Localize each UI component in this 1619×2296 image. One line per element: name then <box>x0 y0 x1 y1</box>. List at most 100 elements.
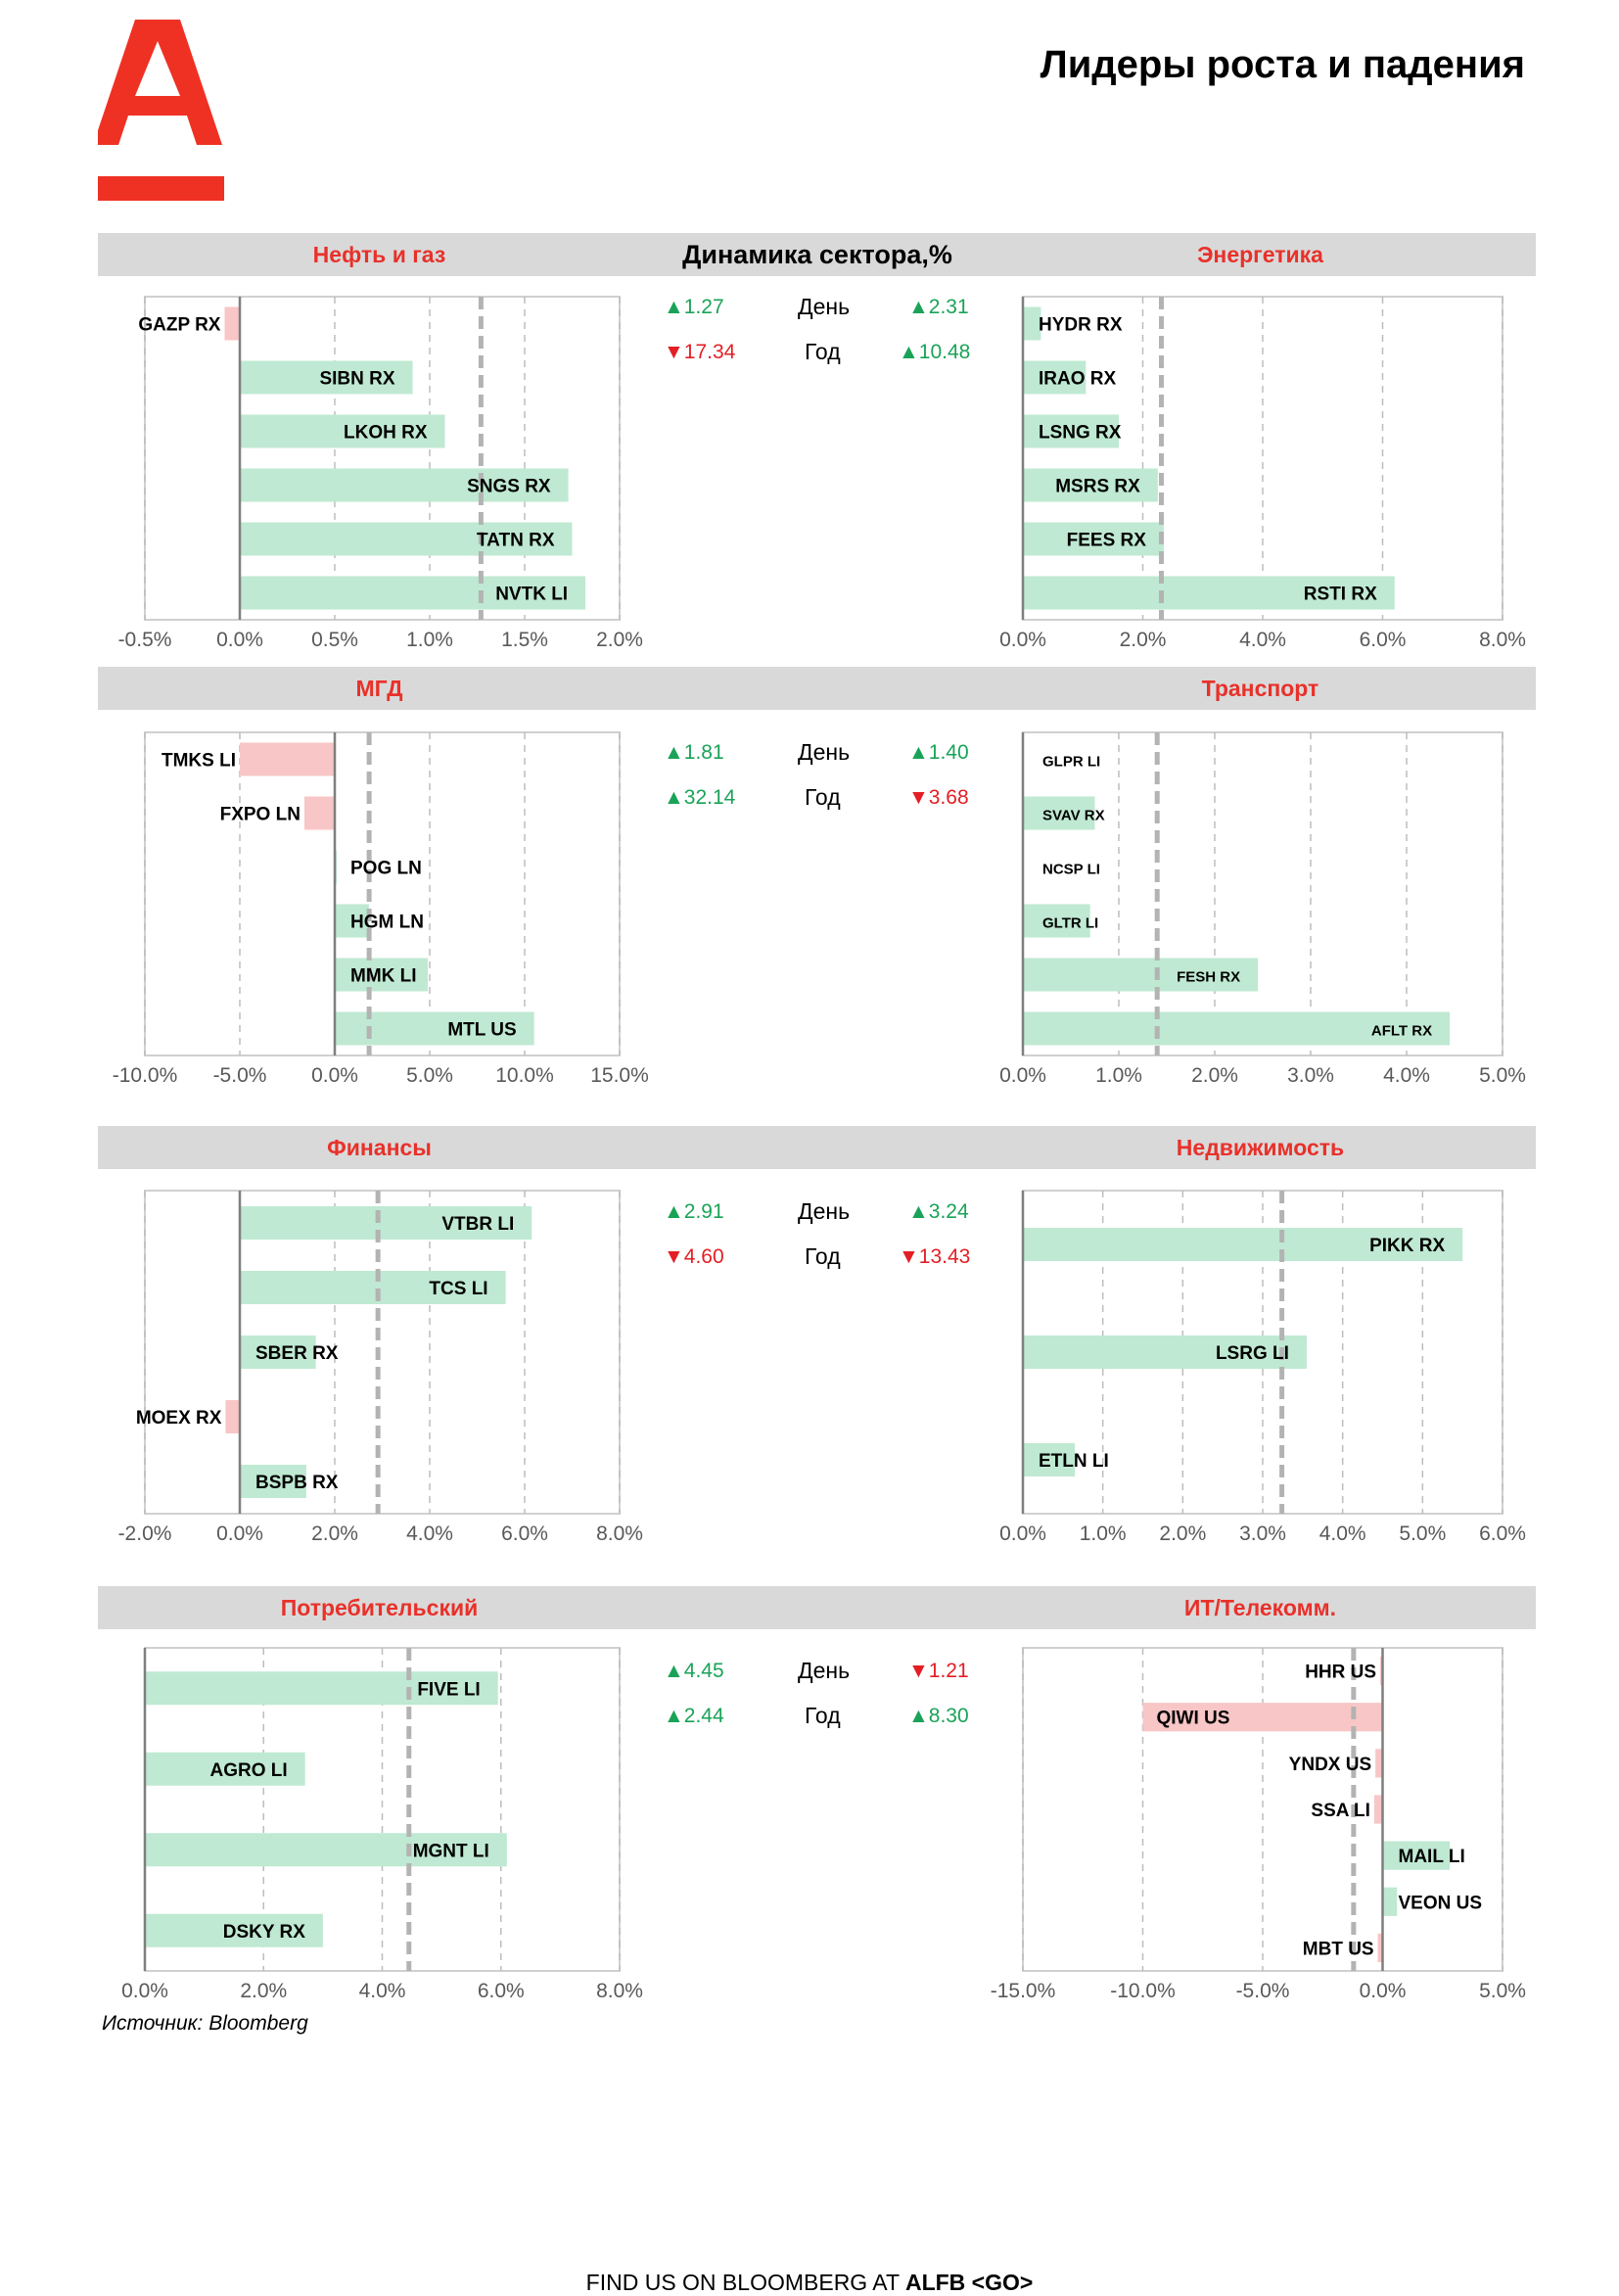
stat-right-day: ▲1.40 <box>908 741 969 765</box>
bar-label: VTBR LI <box>441 1214 514 1235</box>
sector-title-real-estate: Недвижимость <box>1018 1126 1503 1169</box>
tick-label: 3.0% <box>1287 1064 1334 1087</box>
bar-label: HYDR RX <box>1039 315 1123 336</box>
alfa-bank-logo <box>98 20 225 206</box>
bar-label: YNDX US <box>1289 1755 1371 1775</box>
stat-right-year: ▲10.48 <box>899 341 970 364</box>
tick-label: 2.0% <box>240 1980 287 2002</box>
footer-prefix: FIND US ON BLOOMBERG AT <box>586 2270 905 2295</box>
footer-code: ALFB <GO> <box>905 2270 1033 2295</box>
bar <box>225 1400 240 1433</box>
bar-label: GAZP RX <box>138 315 220 336</box>
tick-label: 8.0% <box>1479 629 1526 651</box>
tick-label: 1.0% <box>406 629 453 651</box>
bar-label: AFLT RX <box>1371 1023 1432 1040</box>
tick-label: -0.5% <box>118 629 172 651</box>
sector-title-energy: Энергетика <box>1018 233 1503 276</box>
tick-label: 5.0% <box>1479 1980 1526 2002</box>
bar-label: FXPO LN <box>220 805 301 825</box>
stat-year-label: Год <box>805 1703 841 1729</box>
plot-frame <box>1023 1648 1503 1971</box>
stat-right-year: ▼3.68 <box>908 786 969 810</box>
bar-label: FIVE LI <box>417 1679 480 1700</box>
tick-label: -2.0% <box>118 1523 172 1545</box>
sector-title-consumer: Потребительский <box>98 1586 661 1629</box>
sector-title-metals-mining: МГД <box>98 667 661 710</box>
bar-label: TCS LI <box>429 1279 487 1299</box>
bar-label: MBT US <box>1303 1939 1374 1959</box>
stat-day-label: День <box>798 1658 850 1684</box>
bar-label: SVAV RX <box>1042 808 1105 824</box>
stat-left-year: ▲32.14 <box>664 786 735 810</box>
bar-label: FEES RX <box>1067 531 1147 551</box>
bar <box>1374 1795 1383 1823</box>
footer: FIND US ON BLOOMBERG AT ALFB <GO> <box>0 2270 1619 2296</box>
sector-title-oil-gas: Нефть и газ <box>98 233 661 276</box>
tick-label: 6.0% <box>1479 1523 1526 1545</box>
bar-label: BSPB RX <box>255 1473 339 1493</box>
tick-label: 3.0% <box>1239 1523 1286 1545</box>
bar-label: LKOH RX <box>344 423 428 444</box>
bar-label: MTL US <box>447 1020 516 1041</box>
bar-label: RSTI RX <box>1304 585 1377 605</box>
plot-frame <box>145 297 620 620</box>
tick-label: 8.0% <box>596 1980 643 2002</box>
bar-label: NCSP LI <box>1042 862 1100 878</box>
bar-label: HGM LN <box>350 913 424 933</box>
stat-right-year: ▲8.30 <box>908 1705 969 1728</box>
sector-title-finance: Финансы <box>98 1126 661 1169</box>
stat-left-day: ▲2.91 <box>664 1200 724 1224</box>
plot-frame <box>1023 732 1503 1055</box>
tick-label: 4.0% <box>406 1523 453 1545</box>
bar-label: IRAO RX <box>1039 369 1117 390</box>
stat-day-label: День <box>798 1198 850 1225</box>
page-title: Лидеры роста и падения <box>1041 43 1525 87</box>
bar-label: AGRO LI <box>210 1760 288 1781</box>
bar <box>1383 1888 1398 1916</box>
bar-label: MMK LI <box>350 966 417 987</box>
bar-label: POG LN <box>350 859 422 879</box>
stat-left-day: ▲1.81 <box>664 741 724 765</box>
stat-day-label: День <box>798 739 850 766</box>
tick-label: 2.0% <box>311 1523 358 1545</box>
bar-label: TMKS LI <box>162 751 236 772</box>
bar <box>240 743 335 776</box>
tick-label: 4.0% <box>359 1980 406 2002</box>
bar-label: LSRG LI <box>1216 1343 1289 1364</box>
bar <box>224 307 240 341</box>
tick-label: 0.0% <box>999 1523 1046 1545</box>
tick-label: 4.0% <box>1383 1064 1430 1087</box>
bar-label: MSRS RX <box>1055 477 1140 497</box>
bar <box>304 797 335 830</box>
bar-label: GLPR LI <box>1042 754 1100 771</box>
stat-left-day: ▲1.27 <box>664 296 724 319</box>
chart-real-estate: 0.0%1.0%2.0%3.0%4.0%5.0%6.0%PIKK RXLSRG … <box>1008 1183 1537 1560</box>
sector-title-transport: Транспорт <box>1018 667 1503 710</box>
tick-label: 2.0% <box>1159 1523 1206 1545</box>
tick-label: 6.0% <box>1360 629 1407 651</box>
tick-label: 0.0% <box>999 1064 1046 1087</box>
tick-label: 2.0% <box>1120 629 1167 651</box>
plot-frame <box>145 732 620 1055</box>
bar-label: ETLN LI <box>1039 1451 1109 1472</box>
tick-label: 1.0% <box>1080 1523 1127 1545</box>
stat-right-year: ▼13.43 <box>899 1245 970 1269</box>
tick-label: 0.0% <box>216 1523 263 1545</box>
stat-day-label: День <box>798 294 850 320</box>
bar-label: PIKK RX <box>1369 1236 1445 1256</box>
tick-label: 4.0% <box>1319 1523 1366 1545</box>
sector-title-it-telecom: ИТ/Телекомм. <box>1018 1586 1503 1629</box>
source-note: Источник: Bloomberg <box>102 2012 308 2036</box>
bar-label: SBER RX <box>255 1343 339 1364</box>
stat-left-year: ▼17.34 <box>664 341 735 364</box>
stat-right-day: ▼1.21 <box>908 1660 969 1683</box>
tick-label: 4.0% <box>1239 629 1286 651</box>
bar-label: FESH RX <box>1177 969 1240 986</box>
bar-label: QIWI US <box>1157 1709 1230 1729</box>
